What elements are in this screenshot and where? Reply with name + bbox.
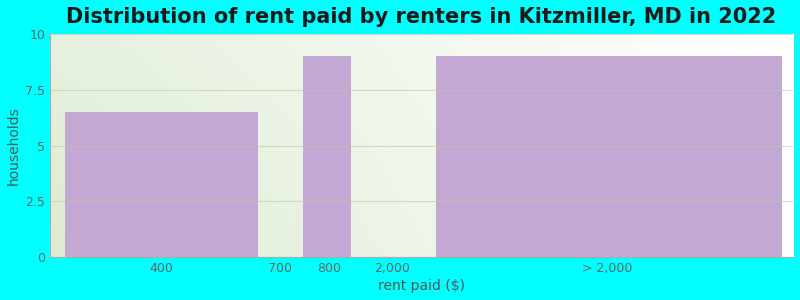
Bar bbox=[436, 56, 782, 257]
X-axis label: rent paid ($): rent paid ($) bbox=[378, 279, 465, 293]
Title: Distribution of rent paid by renters in Kitzmiller, MD in 2022: Distribution of rent paid by renters in … bbox=[66, 7, 777, 27]
Y-axis label: households: households bbox=[7, 106, 21, 185]
Bar bbox=[302, 56, 351, 257]
Bar bbox=[65, 112, 258, 257]
